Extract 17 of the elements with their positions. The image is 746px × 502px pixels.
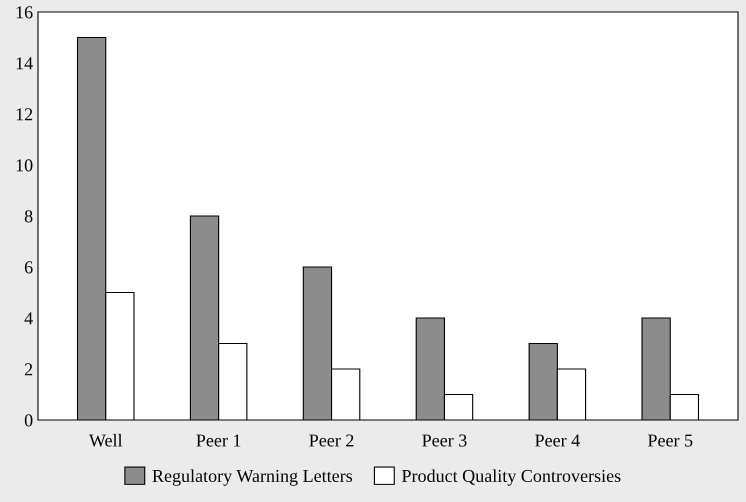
y-tick-label: 16 [16,6,33,18]
y-tick-label: 10 [16,159,32,172]
x-tick-label: Well [88,434,122,447]
y-tick-label: 0 [24,414,32,426]
y-tick-label: 12 [16,108,32,120]
x-tick-label: Peer 4 [535,434,580,447]
legend-label: Product Quality Controversies [402,469,620,486]
y-tick-label: 4 [24,312,33,324]
y-tick-label: 2 [24,363,32,376]
x-tick-label: Peer 3 [422,434,467,447]
x-tick-label: Peer 2 [309,434,354,447]
y-tick-label: 14 [16,57,33,70]
y-tick-label: 6 [24,261,33,274]
x-tick-label: Peer 1 [196,434,240,447]
legend-label: Regulatory Warning Letters [152,469,352,486]
y-tick-label: 8 [24,210,32,222]
x-tick-label: Peer 5 [648,434,692,447]
